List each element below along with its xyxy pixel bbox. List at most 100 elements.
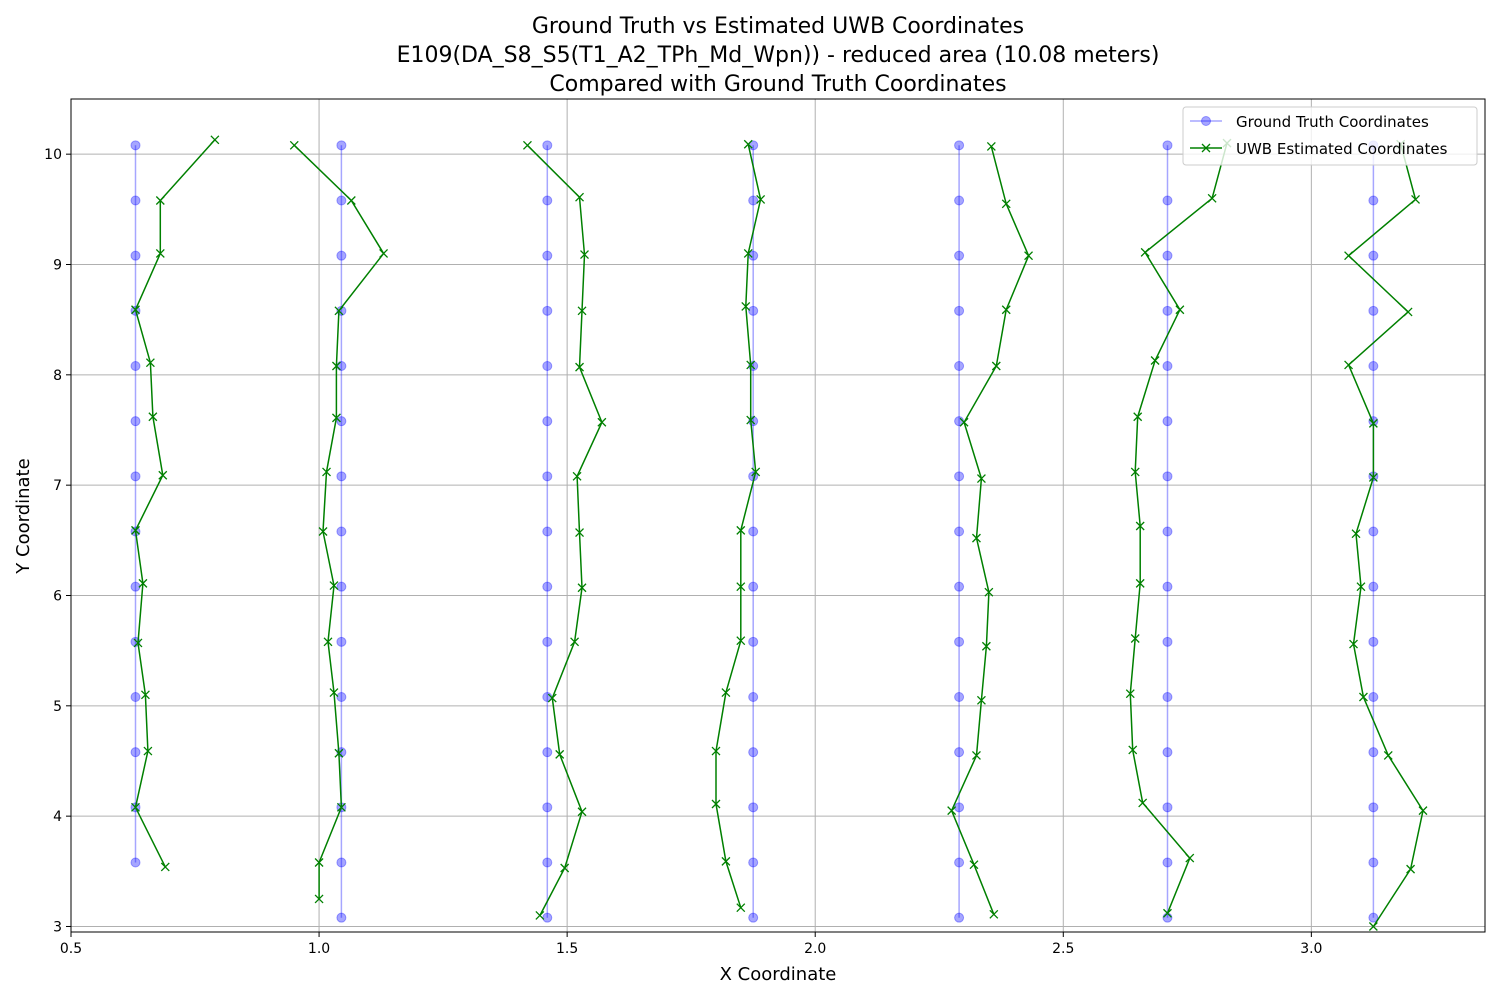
ground-truth-point [542,636,553,647]
uwb-point [570,637,580,647]
ground-truth-point [1162,361,1173,372]
ground-truth-point [1162,305,1173,316]
legend-ground-truth-label: Ground Truth Coordinates [1236,113,1429,131]
chart-title-line-3: Compared with Ground Truth Coordinates [549,72,1006,97]
uwb-point [1135,578,1145,588]
uwb-point [751,467,761,477]
uwb-point [158,470,168,480]
ground-truth-point [954,526,965,537]
x-tick-label: 1.5 [556,941,578,957]
uwb-point [736,903,746,913]
uwb-point [322,467,331,477]
uwb-point [577,306,587,316]
ground-truth-point [1162,416,1173,427]
uwb-point [331,361,341,371]
uwb-point [131,802,140,812]
ground-truth-point [1368,195,1379,206]
y-tick-label: 3 [53,919,62,935]
uwb-point [976,695,986,705]
uwb-point [210,135,220,145]
ground-truth-point [336,636,347,647]
uwb-point [947,806,957,816]
uwb-point [155,249,165,258]
ground-truth-point [748,691,759,702]
uwb-point [1130,634,1140,643]
uwb-point [971,533,981,543]
y-tick-label: 5 [53,699,62,715]
ground-truth-point [336,416,347,427]
uwb-point [575,362,585,372]
ground-truth-point [1368,802,1379,813]
ground-truth-point [542,857,553,868]
ground-truth-point [542,802,553,813]
ground-truth-point [1162,691,1173,702]
ground-truth-point [1368,250,1379,261]
grid [70,99,1485,932]
ground-truth-point [954,747,965,758]
ground-truth-point [130,140,141,151]
uwb-point [1344,360,1354,370]
ground-truth-point [954,195,965,206]
uwb-point [133,638,143,648]
legend-ground-truth-marker [1201,116,1211,126]
ground-truth-point [1368,526,1379,537]
legend: Ground Truth Coordinates UWB Estimated C… [1182,106,1478,166]
uwb-point [1001,305,1011,315]
ground-truth-point [954,912,965,923]
ground-truth-point [542,250,553,261]
ground-truth-point [336,195,347,206]
uwb-point [131,525,140,535]
y-tick-label: 4 [53,809,62,825]
uwb-point [143,746,153,756]
ground-truth-point [1162,140,1173,151]
ground-truth-point [1368,747,1379,758]
uwb-point [1138,798,1148,808]
ground-truth-point [1162,802,1173,813]
uwb-point [155,196,165,205]
uwb-point [1356,582,1366,592]
uwb-point [140,690,150,700]
ground-truth-point [954,691,965,702]
ground-truth-point [542,305,553,316]
series-layer [130,135,1428,931]
ground-truth-point [1368,857,1379,868]
uwb-point [984,587,994,597]
uwb-point [148,412,158,422]
ground-truth-point [954,140,965,151]
ground-truth-point [954,857,965,868]
ground-truth-point [954,802,965,813]
series-uwb-estimated [131,135,1428,931]
ground-truth-point [336,912,347,923]
uwb-point [560,863,570,873]
ground-truth-point [1368,581,1379,592]
uwb-point [1135,521,1145,531]
uwb-point [1140,247,1150,257]
uwb-point [334,748,344,758]
ground-truth-point [542,416,553,427]
uwb-point [334,306,344,316]
ground-truth-point [1162,912,1173,923]
uwb-point [314,858,324,867]
uwb-point [1368,922,1378,931]
x-axis-label: X Coordinate [720,964,837,985]
uwb-point [711,799,721,809]
uwb-point [1344,251,1354,261]
uwb-point [131,305,140,315]
uwb-point [577,583,587,593]
ground-truth-point [542,747,553,758]
ground-truth-point [1162,195,1173,206]
ground-truth-point [542,912,553,923]
uwb-point [138,578,148,588]
y-tick-label: 8 [53,368,62,384]
ground-truth-point [748,636,759,647]
ground-truth-point [336,250,347,261]
x-tick-label: 1.0 [308,941,330,957]
uwb-point [1411,194,1420,204]
ground-truth-point [336,526,347,537]
uwb-point [1418,806,1428,816]
uwb-point [535,910,545,920]
uwb-point [336,802,346,812]
uwb-point [736,582,746,592]
